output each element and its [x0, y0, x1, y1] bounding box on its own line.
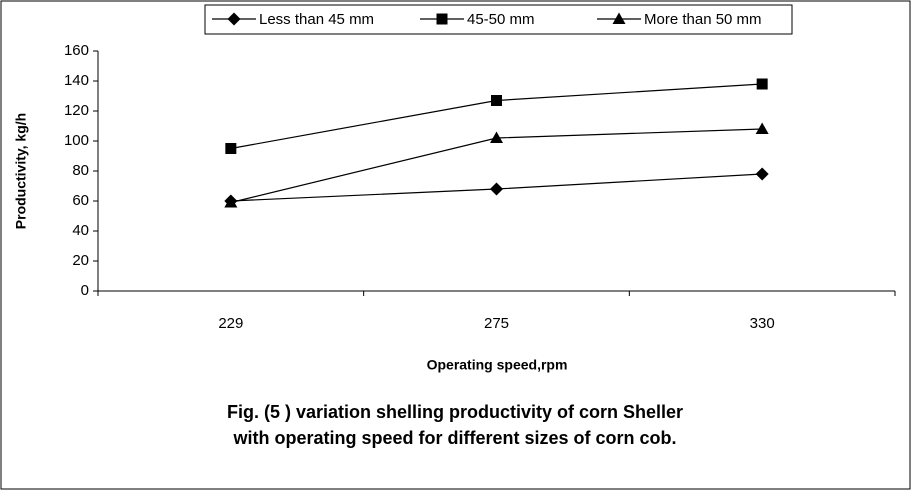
legend-label: 45-50 mm [467, 11, 535, 28]
data-point [756, 78, 768, 90]
chart-title: Fig. (5 ) variation shelling productivit… [227, 402, 683, 422]
x-tick-label: 330 [750, 315, 775, 332]
y-tick-label: 100 [64, 132, 89, 149]
y-tick-label: 60 [72, 192, 89, 209]
data-point [755, 122, 769, 134]
y-tick-label: 120 [64, 102, 89, 119]
x-axis-label: Operating speed,rpm [427, 357, 568, 373]
x-tick-label: 275 [484, 315, 509, 332]
legend-marker [612, 12, 626, 24]
legend-marker [436, 13, 448, 25]
y-tick-label: 20 [72, 252, 89, 269]
legend-label: Less than 45 mm [259, 11, 374, 28]
data-point [490, 131, 503, 143]
x-tick-label: 229 [218, 315, 243, 332]
legend-marker [227, 12, 241, 26]
data-point [224, 196, 238, 208]
y-tick-label: 80 [72, 162, 89, 179]
legend-box [204, 4, 793, 35]
chart-title: with operating speed for different sizes… [232, 428, 676, 448]
data-point [755, 167, 769, 181]
data-point [490, 182, 503, 196]
y-tick-label: 0 [81, 282, 89, 299]
y-axis-label: Productivity, kg/h [13, 113, 29, 229]
y-tick-label: 40 [72, 222, 89, 239]
data-point [225, 143, 237, 154]
data-point [491, 95, 502, 106]
y-tick-label: 140 [64, 72, 89, 89]
y-tick-label: 160 [64, 42, 89, 59]
legend-label: More than 50 mm [644, 11, 762, 28]
